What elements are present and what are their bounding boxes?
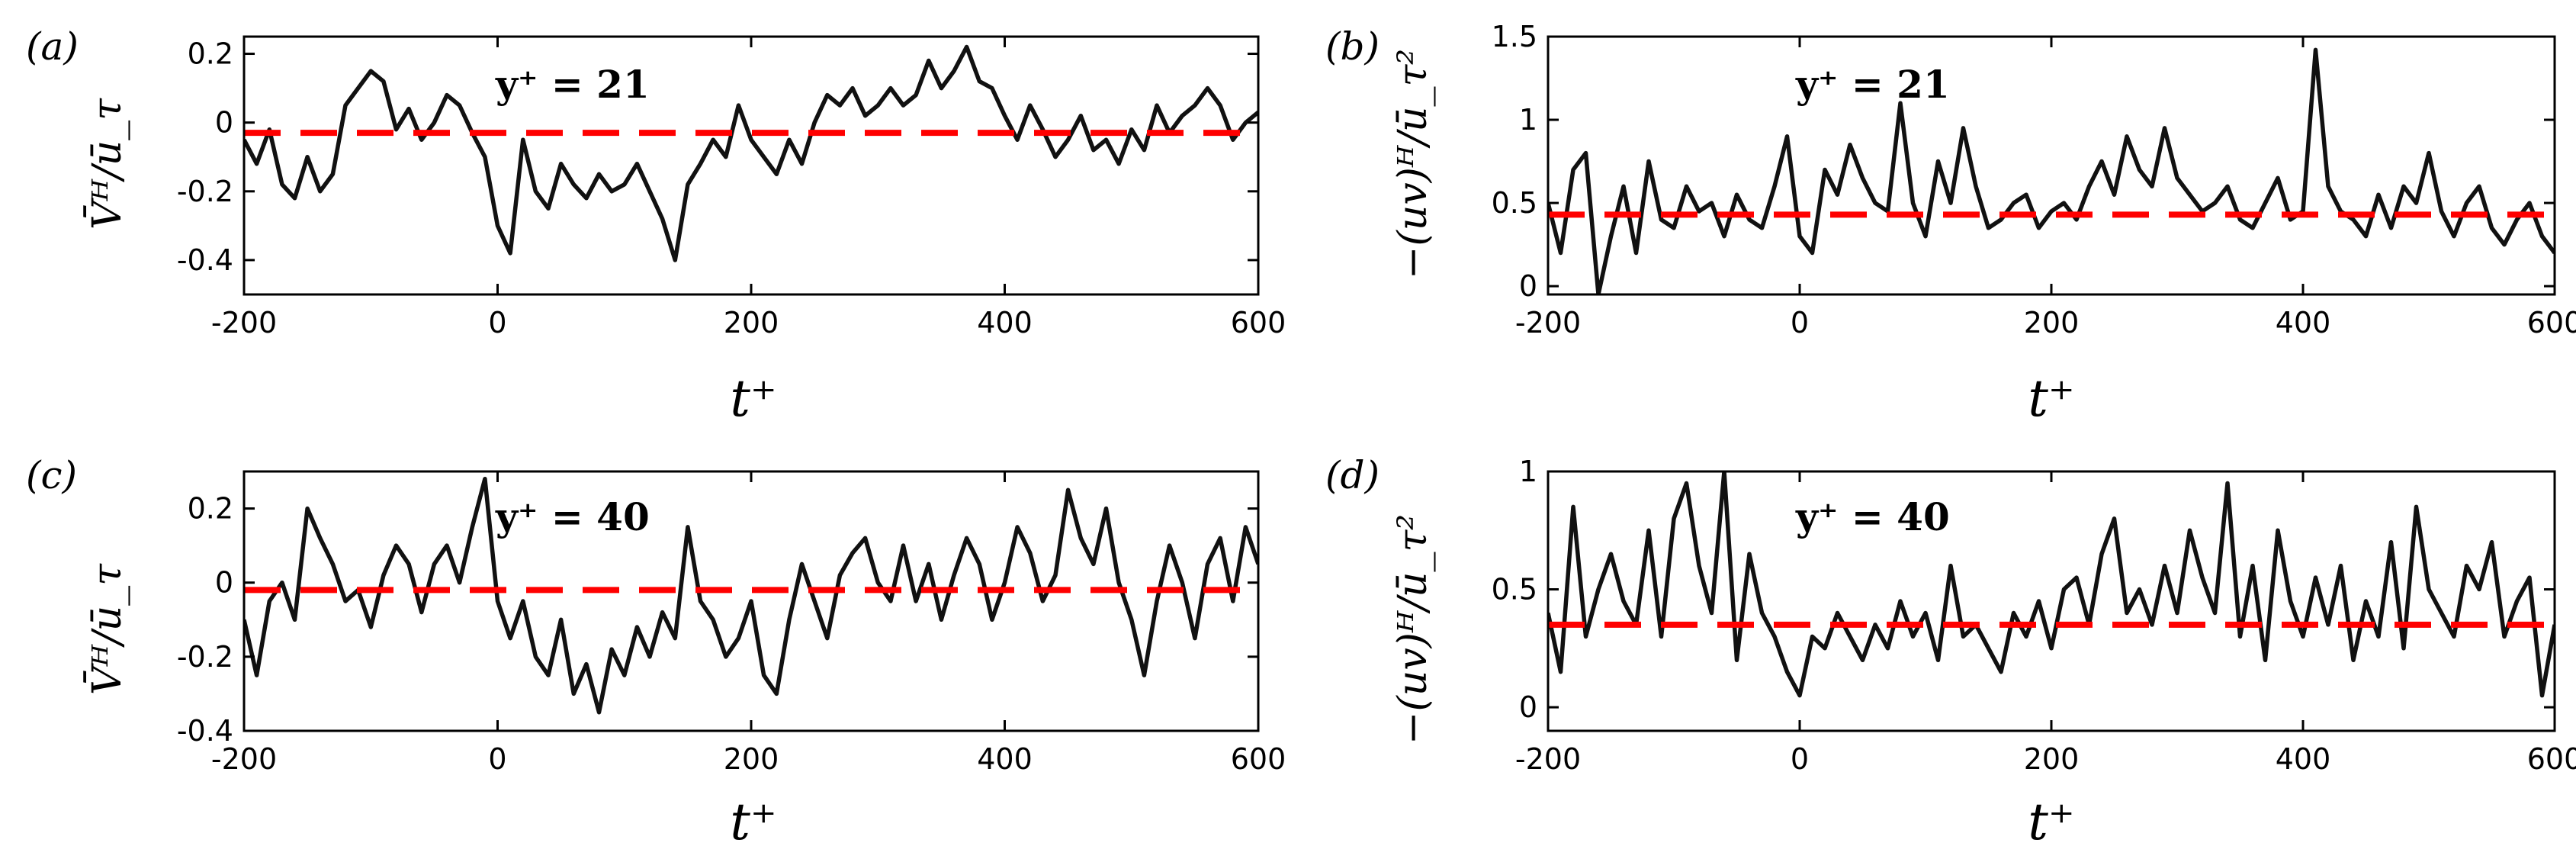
panel-d-xtick-label: 0 xyxy=(1791,742,1809,776)
panel-b-xtick-label: 600 xyxy=(2527,306,2576,339)
panel-c-ytick-label: 0 xyxy=(215,566,233,600)
panel-d-series-line xyxy=(1548,471,2555,698)
panel-a-xtick-label: -200 xyxy=(211,306,277,339)
panel-b-annotation: y⁺ = 21 xyxy=(1795,62,1950,107)
panel-b-ytick-label: 1.5 xyxy=(1492,20,1537,53)
panel-c-xlabel: t⁺ xyxy=(730,793,776,851)
panel-b-ytick-label: 0.5 xyxy=(1492,186,1537,220)
panel-b-label: (b) xyxy=(1325,24,1380,69)
panel-d-annotation: y⁺ = 40 xyxy=(1795,494,1950,539)
panel-d-xtick-label: 600 xyxy=(2527,742,2576,776)
panel-a: (a) V̄ᴴ/ū_τ t⁺ y⁺ = 21 -200 0 200 400 600 -0.… xyxy=(26,24,1286,428)
panel-b-xtick-label: -200 xyxy=(1515,306,1581,339)
panel-c-ytick-label: -0.4 xyxy=(177,714,233,748)
panel-c-xtick-label: 200 xyxy=(724,742,779,776)
panel-b-xtick-label: 200 xyxy=(2024,306,2080,339)
panel-d: (d) −(uv)ᴴ/ū_τ² t⁺ y⁺ = 40 -200 0 200 400 60… xyxy=(1325,453,2576,851)
panel-d-ylabel: −(uv)ᴴ/ū_τ² xyxy=(1390,514,1436,745)
panel-b-ytick-label: 1 xyxy=(1519,103,1537,137)
panel-a-ytick-label: 0.2 xyxy=(188,37,233,71)
panel-a-annotation: y⁺ = 21 xyxy=(495,62,650,107)
panel-b-series-line xyxy=(1548,47,2555,294)
panel-a-xtick-label: 600 xyxy=(1231,306,1286,339)
panel-c-annotation: y⁺ = 40 xyxy=(495,494,650,539)
panel-c-xtick-label: 400 xyxy=(977,742,1033,776)
panel-b-xlabel: t⁺ xyxy=(2028,369,2074,428)
panel-a-axes-frame xyxy=(243,35,1260,296)
panel-a-ytick-label: -0.2 xyxy=(177,175,233,208)
panel-a-series-line xyxy=(244,44,1258,262)
panel-a-xtick-label: 200 xyxy=(724,306,779,339)
panel-d-xtick-label: -200 xyxy=(1515,742,1581,776)
panel-d-xtick-label: 400 xyxy=(2276,742,2331,776)
panel-c: (c) V̄ᴴ/ū_τ t⁺ y⁺ = 40 -200 0 200 400 600 -0.… xyxy=(26,453,1286,851)
panel-c-label: (c) xyxy=(26,453,77,497)
panel-b-ylabel: −(uv)ᴴ/ū_τ² xyxy=(1390,49,1436,279)
panel-a-label: (a) xyxy=(26,24,79,69)
panel-d-axes-frame xyxy=(1547,470,2556,732)
panel-d-xtick-label: 200 xyxy=(2024,742,2080,776)
panel-a-xlabel: t⁺ xyxy=(730,369,776,428)
panel-d-ytick-label: 0.5 xyxy=(1492,573,1537,606)
panel-c-xtick-label: 0 xyxy=(488,742,506,776)
panel-c-series-line xyxy=(244,476,1258,715)
panel-b-axes-frame xyxy=(1547,35,2556,296)
panel-c-xtick-label: 600 xyxy=(1231,742,1286,776)
panel-a-ylabel: V̄ᴴ/ū_τ xyxy=(84,98,130,230)
panel-c-ytick-label: -0.2 xyxy=(177,640,233,674)
panel-b-xtick-label: 400 xyxy=(2276,306,2331,339)
panel-d-ytick-label: 1 xyxy=(1519,455,1537,488)
panel-c-ylabel: V̄ᴴ/ū_τ xyxy=(84,563,130,695)
panel-d-label: (d) xyxy=(1325,453,1380,497)
panel-a-ytick-label: -0.4 xyxy=(177,243,233,277)
panel-d-ytick-label: 0 xyxy=(1519,690,1537,724)
panel-a-ytick-label: 0 xyxy=(215,106,233,140)
panel-b-ytick-label: 0 xyxy=(1519,269,1537,303)
panel-a-xtick-label: 400 xyxy=(977,306,1033,339)
panel-d-xlabel: t⁺ xyxy=(2028,793,2074,851)
panel-b: (b) −(uv)ᴴ/ū_τ² t⁺ y⁺ = 21 -200 0 200 400 60… xyxy=(1325,20,2576,428)
panel-b-xtick-label: 0 xyxy=(1791,306,1809,339)
panel-a-xtick-label: 0 xyxy=(488,306,506,339)
panel-c-ytick-label: 0.2 xyxy=(188,492,233,526)
panel-c-xtick-label: -200 xyxy=(211,742,277,776)
